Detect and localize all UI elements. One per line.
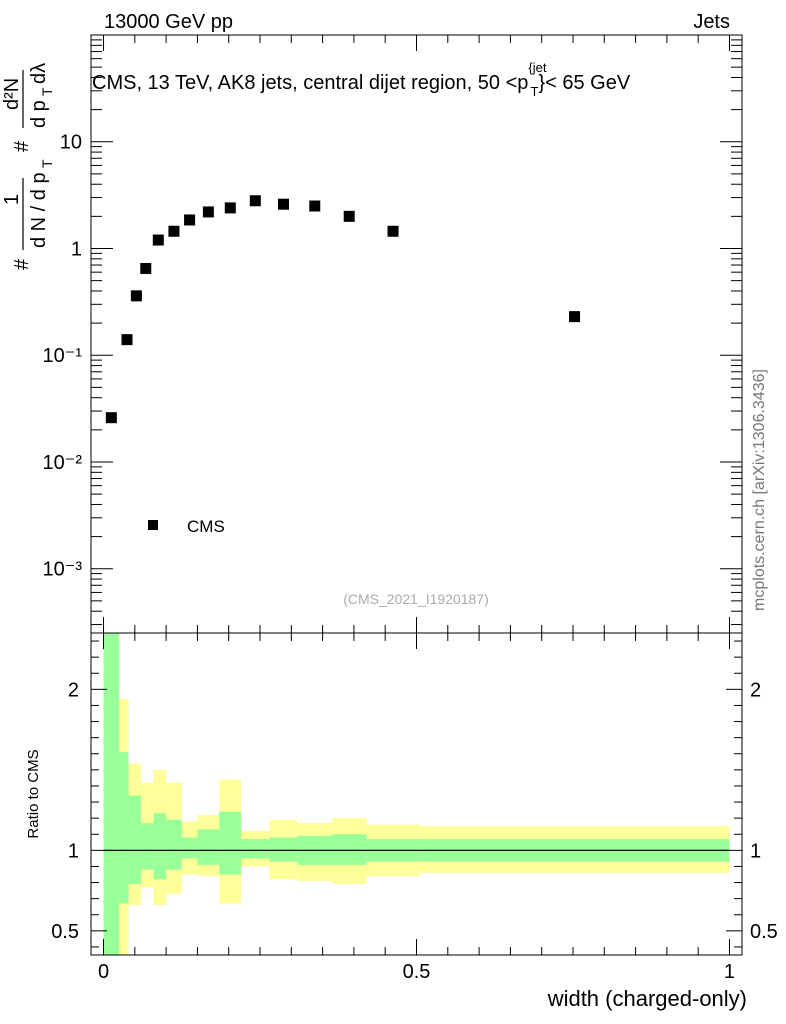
ylabel-d2n: d²N xyxy=(1,78,23,110)
ratio-y-tick-label-right: 0.5 xyxy=(750,921,778,943)
mcplots-side-label: mcplots.cern.ch [arXiv:1306.3436] xyxy=(751,369,768,611)
ratio-panel: 0.5 0.51 12 2 0 0.5 1 Ratio to CMS width (cha… xyxy=(25,632,778,1011)
data-point xyxy=(202,206,214,218)
main-frame xyxy=(90,34,743,634)
ratio-inner-band xyxy=(166,819,182,870)
data-point xyxy=(569,311,581,323)
ratio-y-tick-label: 0.5 xyxy=(51,921,79,943)
data-point xyxy=(387,225,399,237)
data-point xyxy=(184,214,196,226)
title-subscript: T xyxy=(530,84,538,99)
ylabel-dn-dpt: d N / d p xyxy=(28,172,50,248)
title-suffix: }< 65 GeV xyxy=(538,72,630,94)
data-point xyxy=(105,412,117,424)
data-point xyxy=(277,198,289,210)
main-y-tick-label: 10⁻³ xyxy=(43,559,83,581)
ylabel-hash-1: # xyxy=(11,258,33,270)
ratio-ticks xyxy=(91,633,742,955)
main-data-points xyxy=(105,195,581,424)
ratio-xtick-labels: 0 0.5 1 xyxy=(98,961,735,983)
ratio-y-tick-label-right: 2 xyxy=(750,679,761,701)
data-point xyxy=(121,334,133,346)
ylabel-dlambda: dλ xyxy=(28,63,50,84)
main-panel: 10⁻³ 10⁻² 10⁻¹ 1 10 CMS, 13 TeV, AK8 jets, c… xyxy=(43,34,743,634)
ratio-inner-band xyxy=(331,834,367,865)
data-point xyxy=(168,225,180,237)
plot-title: CMS, 13 TeV, AK8 jets, central dijet reg… xyxy=(92,60,631,99)
main-y-axis-label: # 1 d N / d p T # d²N d p T dλ xyxy=(1,63,55,270)
ratio-inner-band xyxy=(241,839,270,859)
title-var: p xyxy=(517,72,528,94)
data-point xyxy=(249,195,261,207)
x-tick-label: 1 xyxy=(724,961,735,983)
main-ticks xyxy=(91,34,742,633)
analysis-id: (CMS_2021_I1920187) xyxy=(343,591,489,607)
ratio-inner-band xyxy=(197,829,220,865)
ylabel-hash-2: # xyxy=(11,140,33,152)
ylabel-sub-t2: T xyxy=(39,87,55,96)
title-superscript: {jet xyxy=(528,60,546,75)
energy-label: 13000 GeV pp xyxy=(104,11,233,33)
data-point xyxy=(130,290,142,302)
ratio-inner-band xyxy=(128,795,142,885)
ratio-inner-band xyxy=(269,837,298,862)
main-y-tick-label: 1 xyxy=(71,238,82,260)
ratio-y-axis-label: Ratio to CMS xyxy=(25,749,42,838)
data-point xyxy=(152,234,164,246)
title-prefix: CMS, 13 TeV, AK8 jets, central dijet reg… xyxy=(92,72,517,94)
data-point xyxy=(343,210,355,222)
ratio-inner-band xyxy=(181,837,198,859)
x-tick-label: 0.5 xyxy=(403,961,431,983)
ratio-inner-band xyxy=(103,633,120,955)
main-y-tick-label: 10 xyxy=(60,132,82,154)
legend-label: CMS xyxy=(187,517,225,536)
legend-marker xyxy=(148,520,158,530)
ratio-y-tick-label-right: 1 xyxy=(750,840,761,862)
ylabel-sub-t1: T xyxy=(39,159,55,168)
x-axis-label: width (charged-only) xyxy=(547,986,747,1011)
ratio-inner-band xyxy=(153,813,167,880)
ylabel-dpt-dl: d p xyxy=(28,100,50,128)
ratio-y-tick-label: 1 xyxy=(68,840,79,862)
ratio-y-tick-label: 2 xyxy=(68,679,79,701)
ylabel-one: 1 xyxy=(1,194,23,205)
data-point xyxy=(224,202,236,214)
x-tick-label: 0 xyxy=(98,961,109,983)
main-ytick-labels: 10⁻³ 10⁻² 10⁻¹ 1 10 xyxy=(43,132,83,581)
ratio-bands xyxy=(103,633,730,955)
ratio-frame xyxy=(90,632,743,956)
main-y-tick-label: 10⁻¹ xyxy=(43,345,83,367)
data-point xyxy=(309,200,321,212)
data-point xyxy=(140,262,152,274)
ratio-inner-band xyxy=(141,822,154,870)
main-y-tick-label: 10⁻² xyxy=(43,452,83,474)
ratio-ytick-labels: 0.5 0.5 1 1 2 2 xyxy=(51,679,778,943)
ratio-inner-band xyxy=(119,752,129,904)
ratio-inner-band xyxy=(219,811,242,875)
process-label: Jets xyxy=(693,11,730,33)
